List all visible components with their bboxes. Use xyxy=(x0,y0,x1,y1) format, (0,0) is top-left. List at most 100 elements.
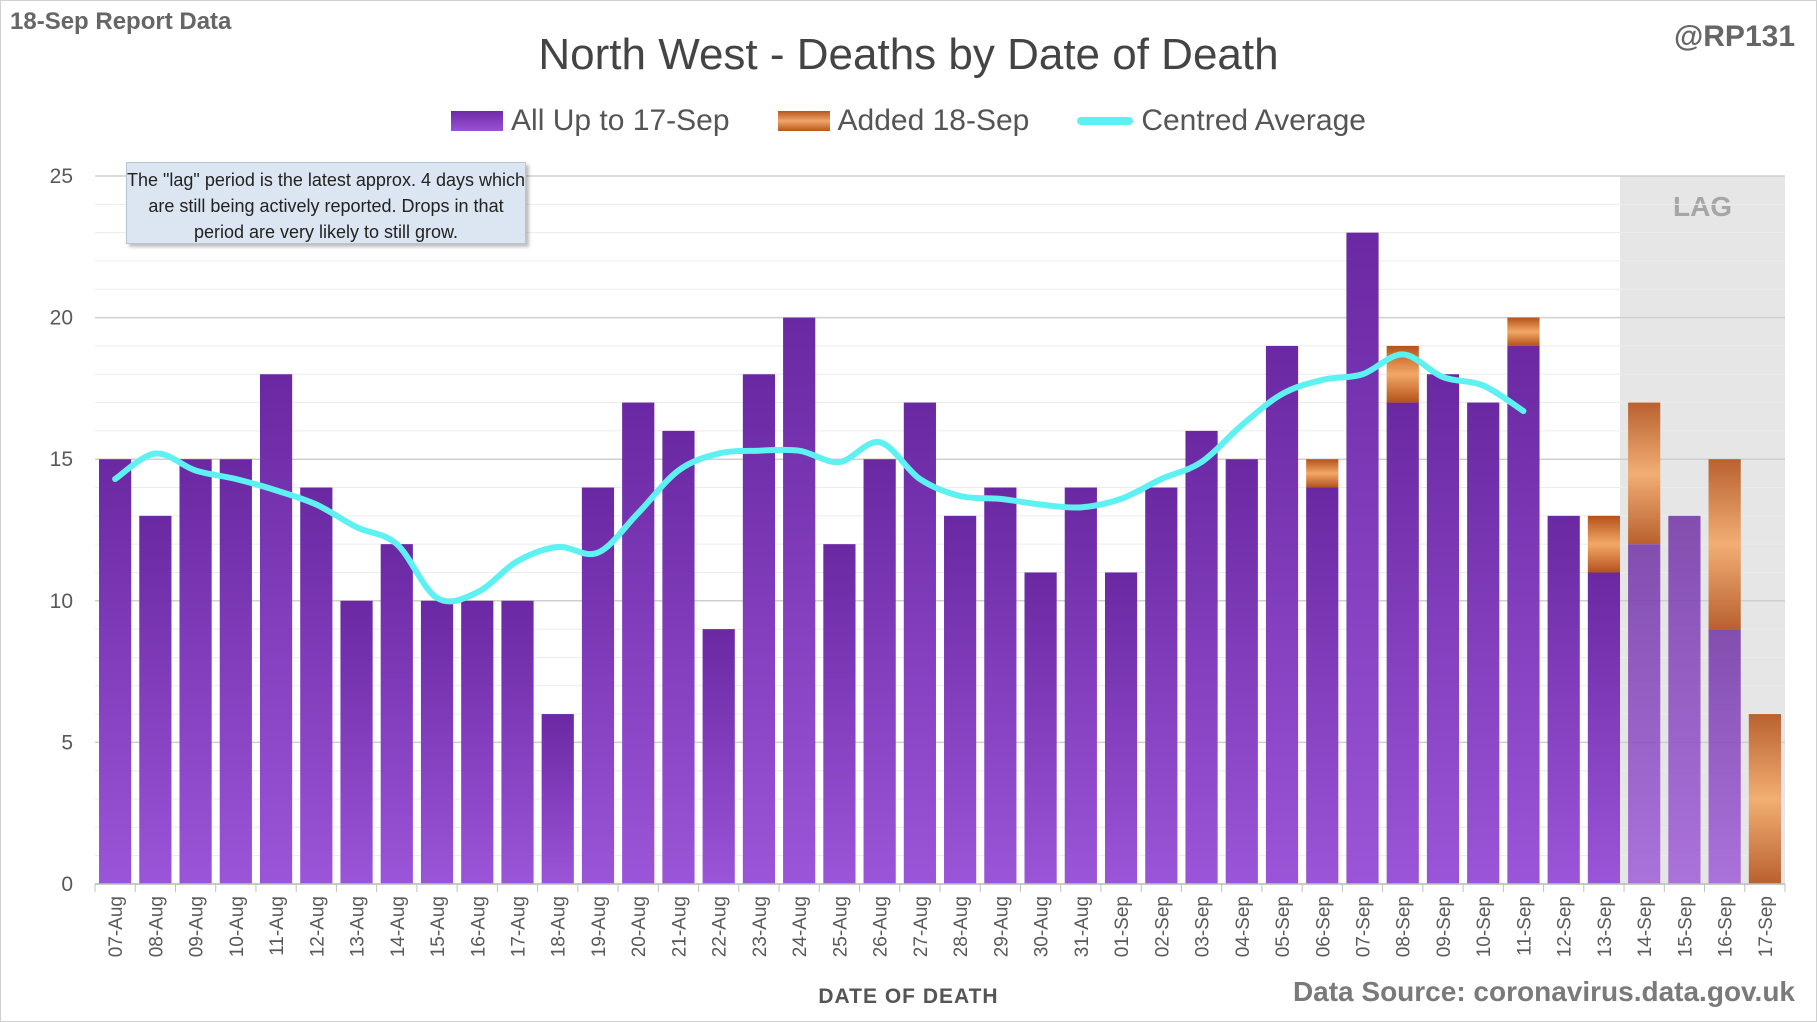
bar-all-up-to-17-sep xyxy=(340,600,373,884)
bar-all-up-to-17-sep xyxy=(984,487,1017,884)
bar-all-up-to-17-sep xyxy=(1547,515,1580,884)
x-tick-label: 01-Sep xyxy=(1112,896,1133,957)
y-tick-label: 15 xyxy=(50,448,73,471)
bar-all-up-to-17-sep xyxy=(420,600,454,884)
bar-all-up-to-17-sep xyxy=(219,459,252,884)
legend-item-added: Added 18-Sep xyxy=(777,104,1029,138)
bar-all-up-to-17-sep xyxy=(702,629,735,884)
x-tick-label: 15-Aug xyxy=(428,896,449,957)
bar-all-up-to-17-sep xyxy=(1426,374,1460,884)
legend: All Up to 17-Sep Added 18-Sep Centred Av… xyxy=(0,104,1817,138)
bar-all-up-to-17-sep xyxy=(823,544,856,884)
x-tick-label: 10-Aug xyxy=(227,896,248,957)
author-handle: @RP131 xyxy=(1674,20,1795,53)
x-tick-label: 21-Aug xyxy=(669,896,690,957)
x-tick-label: 09-Aug xyxy=(187,896,208,957)
x-tick-label: 20-Aug xyxy=(629,896,650,957)
bar-all-up-to-17-sep xyxy=(1507,345,1540,884)
y-tick-label: 0 xyxy=(61,873,73,896)
legend-label-all: All Up to 17-Sep xyxy=(511,104,730,137)
x-tick-label: 03-Sep xyxy=(1193,896,1214,957)
bar-all-up-to-17-sep xyxy=(541,714,574,884)
bar-all-up-to-17-sep xyxy=(1145,487,1178,884)
chart-title: North West - Deaths by Date of Death xyxy=(538,30,1279,79)
bar-all-up-to-17-sep xyxy=(1306,487,1339,884)
bar-all-up-to-17-sep xyxy=(1225,459,1258,884)
x-tick-label: 25-Aug xyxy=(830,896,851,957)
x-tick-label: 02-Sep xyxy=(1152,896,1173,957)
x-tick-label: 11-Aug xyxy=(267,896,288,956)
bar-all-up-to-17-sep xyxy=(179,459,212,884)
x-tick-label: 27-Aug xyxy=(911,896,932,957)
report-date-label: 18-Sep Report Data xyxy=(10,8,232,35)
legend-item-all: All Up to 17-Sep xyxy=(451,104,730,138)
bar-all-up-to-17-sep xyxy=(903,402,936,884)
bar-all-up-to-17-sep xyxy=(1628,544,1661,884)
data-source: Data Source: coronavirus.data.gov.uk xyxy=(1292,976,1795,1007)
x-tick-label: 07-Aug xyxy=(106,896,127,957)
bar-all-up-to-17-sep xyxy=(1064,487,1097,884)
bar-all-up-to-17-sep xyxy=(622,402,655,884)
x-tick-label: 09-Sep xyxy=(1434,896,1455,957)
bar-all-up-to-17-sep xyxy=(1185,430,1218,884)
legend-label-average: Centred Average xyxy=(1141,104,1366,137)
x-tick-label: 31-Aug xyxy=(1072,896,1093,957)
x-tick-label: 05-Sep xyxy=(1273,896,1294,957)
bar-added-18-sep xyxy=(1507,317,1540,346)
lag-label: LAG xyxy=(1673,191,1732,222)
x-tick-label: 24-Aug xyxy=(790,896,811,957)
x-tick-label: 22-Aug xyxy=(710,896,731,957)
bar-all-up-to-17-sep xyxy=(1024,572,1057,884)
x-tick-label: 12-Aug xyxy=(307,896,328,957)
bar-all-up-to-17-sep xyxy=(1386,402,1419,884)
bar-all-up-to-17-sep xyxy=(1265,345,1299,884)
bar-all-up-to-17-sep xyxy=(863,459,896,884)
bar-all-up-to-17-sep xyxy=(1708,629,1741,884)
lag-note: The "lag" period is the latest approx. 4… xyxy=(126,162,526,244)
bar-all-up-to-17-sep xyxy=(300,487,333,884)
x-tick-label: 16-Aug xyxy=(468,896,489,957)
x-tick-label: 08-Aug xyxy=(146,896,167,957)
bar-all-up-to-17-sep xyxy=(783,317,816,885)
x-tick-label: 17-Aug xyxy=(509,896,530,957)
bar-all-up-to-17-sep xyxy=(380,544,413,884)
bar-added-18-sep xyxy=(1587,515,1621,573)
x-tick-label: 07-Sep xyxy=(1354,896,1375,957)
x-axis-title: DATE OF DEATH xyxy=(818,985,999,1008)
bar-all-up-to-17-sep xyxy=(259,374,293,884)
y-tick-label: 5 xyxy=(61,731,73,754)
x-tick-label: 19-Aug xyxy=(589,896,610,957)
x-tick-label: 26-Aug xyxy=(871,896,892,957)
x-tick-label: 13-Aug xyxy=(348,896,369,957)
x-tick-label: 15-Sep xyxy=(1675,896,1696,957)
legend-swatch-orange xyxy=(777,111,830,131)
x-tick-label: 12-Sep xyxy=(1555,896,1576,957)
bar-all-up-to-17-sep xyxy=(1587,572,1621,884)
x-tick-label: 08-Sep xyxy=(1394,896,1415,957)
x-tick-label: 17-Sep xyxy=(1756,896,1777,957)
legend-swatch-line xyxy=(1077,117,1134,125)
bar-all-up-to-17-sep xyxy=(742,374,776,884)
x-tick-label: 10-Sep xyxy=(1474,896,1495,957)
bar-all-up-to-17-sep xyxy=(99,459,132,884)
x-tick-label: 14-Sep xyxy=(1635,896,1656,957)
bar-added-18-sep xyxy=(1708,459,1741,630)
bar-all-up-to-17-sep xyxy=(139,515,172,884)
bar-all-up-to-17-sep xyxy=(461,600,494,884)
legend-item-average: Centred Average xyxy=(1077,104,1366,138)
bar-added-18-sep xyxy=(1748,714,1781,884)
bar-all-up-to-17-sep xyxy=(662,430,695,884)
x-tick-label: 11-Sep xyxy=(1514,896,1535,956)
x-tick-label: 30-Aug xyxy=(1032,896,1053,957)
bar-all-up-to-17-sep xyxy=(1104,572,1138,884)
x-tick-label: 14-Aug xyxy=(388,896,409,957)
y-tick-label: 25 xyxy=(50,165,73,188)
bar-all-up-to-17-sep xyxy=(1346,232,1379,884)
x-tick-label: 28-Aug xyxy=(951,896,972,957)
x-tick-label: 13-Sep xyxy=(1595,896,1616,957)
y-tick-label: 20 xyxy=(50,307,73,330)
x-tick-label: 04-Sep xyxy=(1233,896,1254,957)
y-tick-label: 10 xyxy=(50,590,73,613)
x-tick-label: 29-Aug xyxy=(991,896,1012,957)
